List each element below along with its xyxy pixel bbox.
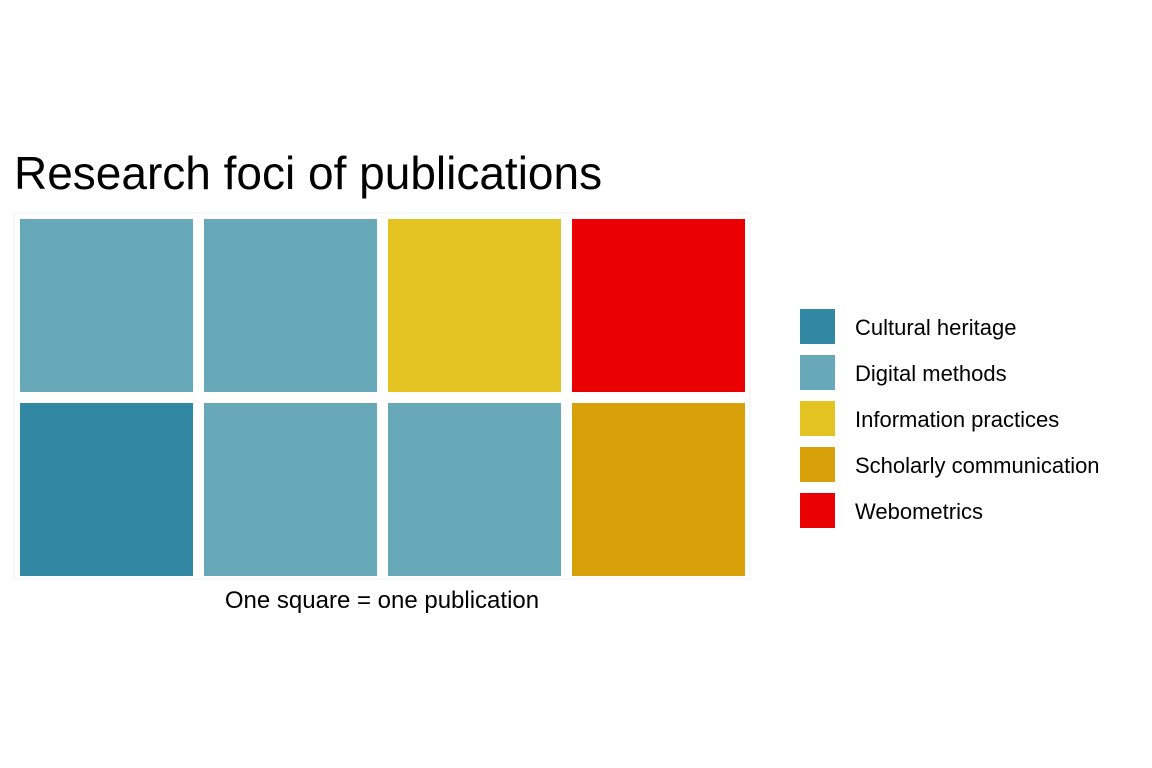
legend-label: Cultural heritage [855,315,1016,340]
waffle-cell [388,219,561,392]
legend-label: Information practices [855,407,1059,432]
legend-key [800,401,835,436]
legend-label: Webometrics [855,499,983,524]
chart-caption: One square = one publication [225,587,539,614]
legend-key [800,493,835,528]
waffle-cells [20,219,745,576]
legend-label: Digital methods [855,361,1007,386]
legend: Cultural heritage Digital methods Informat… [800,309,1100,528]
panel-border [13,212,751,580]
legend-key [800,355,835,390]
waffle-cell [572,403,745,576]
waffle-cell [204,219,377,392]
waffle-cell [204,403,377,576]
legend-key [800,309,835,344]
legend-key [800,447,835,482]
legend-label: Scholarly communication [855,453,1100,478]
chart-title: Research foci of publications [14,147,602,199]
waffle-cell [20,219,193,392]
waffle-cell [572,219,745,392]
waffle-cell [20,403,193,576]
waffle-cell [388,403,561,576]
